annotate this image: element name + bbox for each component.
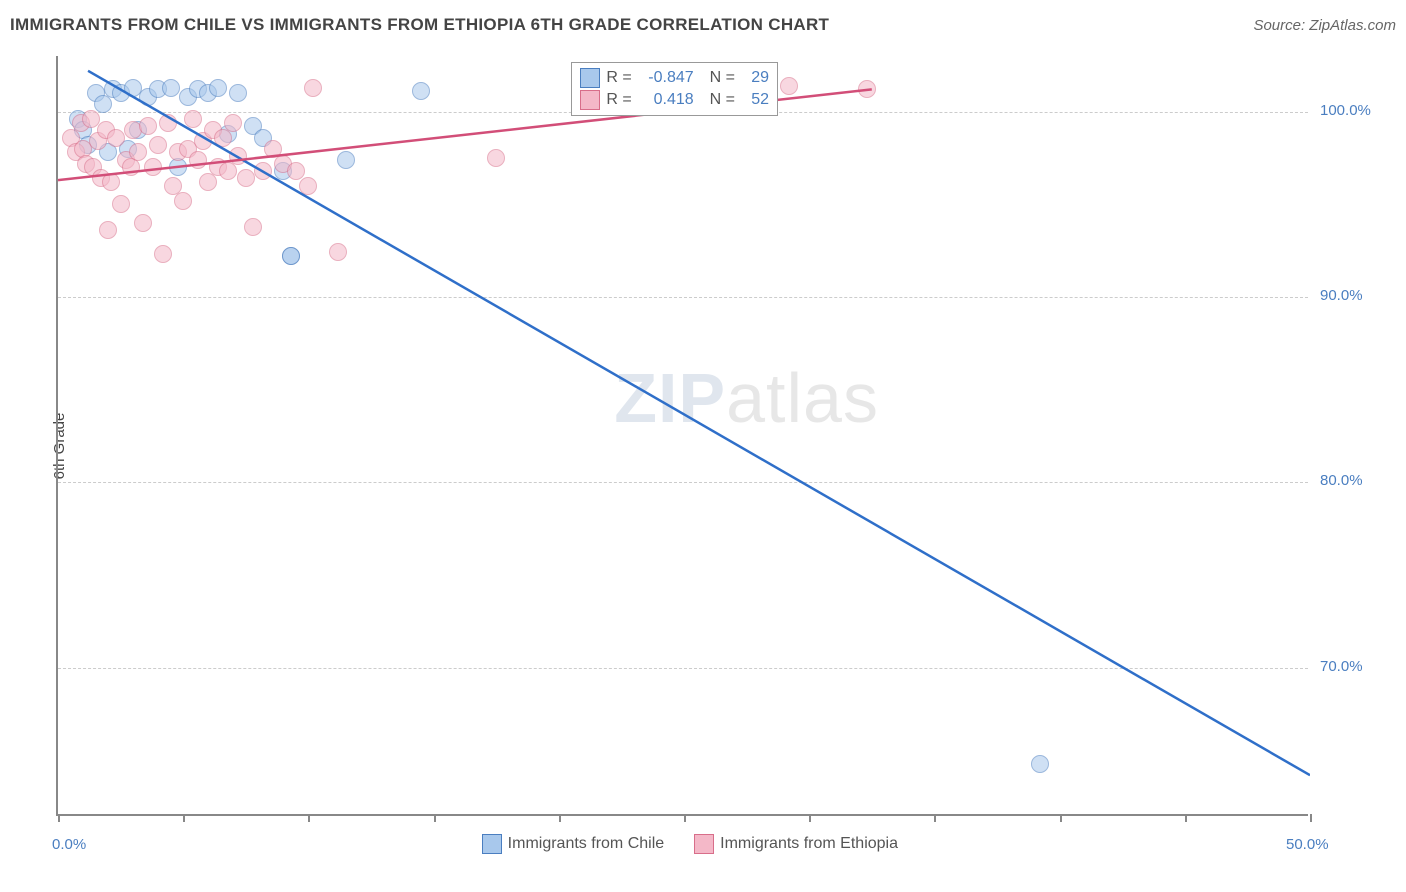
legend-item: Immigrants from Chile — [482, 834, 664, 854]
plot-area: 70.0%80.0%90.0%100.0%0.0%50.0%ZIPatlasR … — [56, 56, 1308, 816]
scatter-point-ethiopia — [154, 245, 172, 263]
legend-swatch — [694, 834, 714, 854]
scatter-point-ethiopia — [254, 162, 272, 180]
legend-stats: R = -0.847 N = 29 R = 0.418 N = 52 — [571, 62, 778, 116]
scatter-point-ethiopia — [184, 110, 202, 128]
scatter-point-ethiopia — [224, 114, 242, 132]
x-tick-label: 0.0% — [52, 836, 86, 853]
scatter-point-chile — [282, 247, 300, 265]
gridline-h — [58, 668, 1308, 669]
scatter-point-chile — [229, 84, 247, 102]
x-tick — [559, 814, 561, 822]
scatter-point-ethiopia — [287, 162, 305, 180]
scatter-point-ethiopia — [780, 77, 798, 95]
scatter-point-chile — [412, 82, 430, 100]
source-label: Source: ZipAtlas.com — [1253, 17, 1396, 34]
scatter-point-ethiopia — [129, 143, 147, 161]
scatter-point-ethiopia — [144, 158, 162, 176]
x-tick — [1310, 814, 1312, 822]
gridline-h — [58, 297, 1308, 298]
y-tick-label: 100.0% — [1320, 102, 1371, 119]
x-tick — [58, 814, 60, 822]
y-tick-label: 80.0% — [1320, 472, 1363, 489]
scatter-point-ethiopia — [299, 177, 317, 195]
scatter-point-ethiopia — [858, 80, 876, 98]
scatter-point-ethiopia — [107, 129, 125, 147]
scatter-point-ethiopia — [329, 243, 347, 261]
chart-header: IMMIGRANTS FROM CHILE VS IMMIGRANTS FROM… — [10, 10, 1396, 40]
chart-title: IMMIGRANTS FROM CHILE VS IMMIGRANTS FROM… — [10, 15, 829, 35]
x-tick — [1060, 814, 1062, 822]
legend-n-label: N = — [710, 69, 735, 87]
scatter-point-ethiopia — [102, 173, 120, 191]
x-tick — [308, 814, 310, 822]
legend-r-label: R = — [606, 91, 631, 109]
scatter-point-ethiopia — [139, 117, 157, 135]
legend-n-value: 29 — [741, 69, 769, 87]
y-tick-label: 90.0% — [1320, 287, 1363, 304]
x-tick — [183, 814, 185, 822]
legend-bottom: Immigrants from Chile Immigrants from Eth… — [482, 834, 898, 854]
legend-label: Immigrants from Chile — [508, 835, 664, 852]
legend-r-value: -0.847 — [638, 69, 694, 87]
y-tick-label: 70.0% — [1320, 658, 1363, 675]
scatter-point-ethiopia — [189, 151, 207, 169]
legend-item: Immigrants from Ethiopia — [694, 834, 898, 854]
x-tick — [934, 814, 936, 822]
scatter-point-ethiopia — [159, 114, 177, 132]
legend-stats-row: R = -0.847 N = 29 — [580, 67, 769, 89]
legend-r-label: R = — [606, 69, 631, 87]
scatter-point-chile — [209, 79, 227, 97]
scatter-point-ethiopia — [229, 147, 247, 165]
legend-swatch — [482, 834, 502, 854]
scatter-point-chile — [1031, 755, 1049, 773]
scatter-point-ethiopia — [237, 169, 255, 187]
scatter-point-chile — [337, 151, 355, 169]
watermark: ZIPatlas — [614, 358, 879, 438]
x-tick-label: 50.0% — [1286, 836, 1329, 853]
scatter-point-ethiopia — [134, 214, 152, 232]
legend-swatch — [580, 90, 600, 110]
scatter-point-ethiopia — [149, 136, 167, 154]
legend-stats-row: R = 0.418 N = 52 — [580, 89, 769, 111]
legend-n-value: 52 — [741, 91, 769, 109]
legend-swatch — [580, 68, 600, 88]
scatter-point-chile — [162, 79, 180, 97]
legend-r-value: 0.418 — [638, 91, 694, 109]
gridline-h — [58, 482, 1308, 483]
scatter-point-ethiopia — [99, 221, 117, 239]
legend-label: Immigrants from Ethiopia — [720, 835, 898, 852]
x-tick — [809, 814, 811, 822]
scatter-point-ethiopia — [304, 79, 322, 97]
x-tick — [434, 814, 436, 822]
scatter-point-ethiopia — [244, 218, 262, 236]
x-tick — [684, 814, 686, 822]
x-tick — [1185, 814, 1187, 822]
legend-n-label: N = — [710, 91, 735, 109]
scatter-point-ethiopia — [174, 192, 192, 210]
scatter-point-ethiopia — [112, 195, 130, 213]
scatter-point-ethiopia — [487, 149, 505, 167]
